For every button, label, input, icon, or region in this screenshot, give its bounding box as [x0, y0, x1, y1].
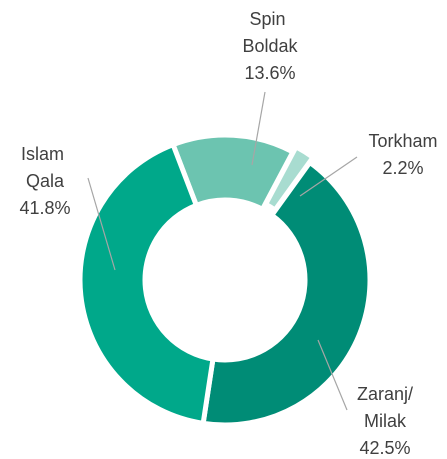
- value-label: 41.8%: [19, 198, 70, 218]
- leader-line: [317, 339, 348, 411]
- slice-label: Islam Qala: [21, 144, 69, 191]
- slice-label: Zaranj/Milak: [357, 384, 413, 431]
- leader-line: [299, 156, 358, 197]
- slice-label: Spin Boldak: [242, 9, 298, 56]
- slice-label: Torkham: [368, 131, 437, 151]
- leader-line: [87, 177, 116, 271]
- slice: [77, 142, 216, 426]
- value-label: 42.5%: [359, 438, 410, 458]
- value-label: 2.2%: [382, 158, 423, 178]
- value-label: 13.6%: [244, 63, 295, 83]
- leader-line: [251, 91, 266, 166]
- slice: [200, 159, 373, 428]
